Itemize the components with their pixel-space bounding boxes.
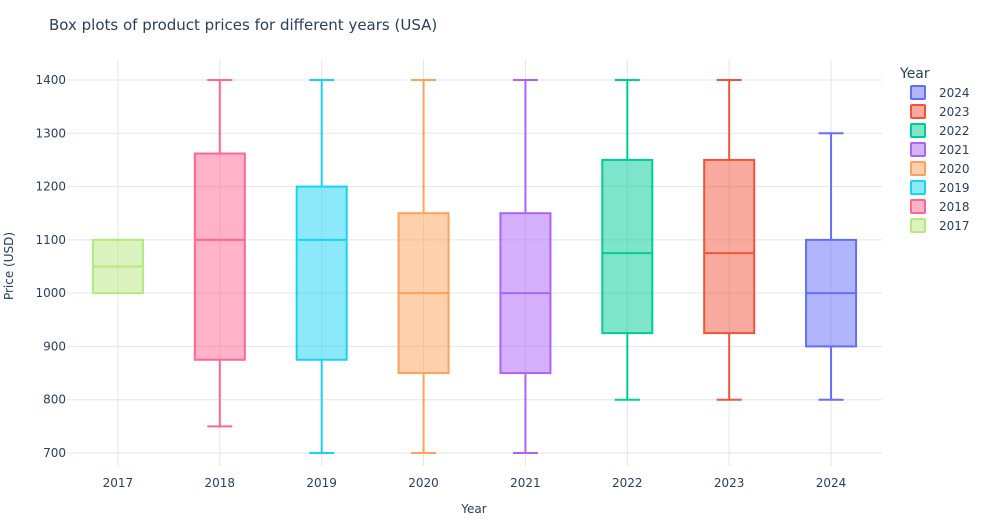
legend-label: 2023 xyxy=(939,105,970,119)
y-tick-label: 700 xyxy=(43,446,66,460)
chart-title: Box plots of product prices for differen… xyxy=(49,16,437,34)
x-tick-label: 2024 xyxy=(816,476,847,490)
x-tick-label: 2022 xyxy=(612,476,643,490)
x-tick-label: 2021 xyxy=(510,476,541,490)
legend-label: 2017 xyxy=(939,219,970,233)
y-tick-label: 1200 xyxy=(35,180,66,194)
legend-item-2024[interactable]: 2024 xyxy=(910,85,970,100)
y-tick-label: 1100 xyxy=(35,233,66,247)
legend-label: 2022 xyxy=(939,124,970,138)
box-2022[interactable] xyxy=(601,79,654,401)
box-iqr xyxy=(703,158,756,335)
x-axis-ticks: 2017 2018 2019 2020 2021 2022 2023 2024 xyxy=(103,476,847,490)
grid-lines xyxy=(67,60,882,466)
box-2018[interactable] xyxy=(193,79,246,428)
x-tick-label: 2023 xyxy=(714,476,745,490)
legend-label: 2020 xyxy=(939,162,970,176)
legend-swatch xyxy=(910,199,926,214)
legend[interactable]: Year 2024 2023 2022 2021 2020 2019 2018 2017 xyxy=(899,66,970,233)
legend-swatch xyxy=(910,142,926,157)
legend-item-2020[interactable]: 2020 xyxy=(910,161,970,176)
y-tick-label: 1000 xyxy=(35,286,66,300)
box-2020[interactable] xyxy=(397,79,450,454)
box-iqr xyxy=(295,185,348,361)
y-tick-label: 1400 xyxy=(35,73,66,87)
x-tick-label: 2020 xyxy=(408,476,439,490)
legend-item-2021[interactable]: 2021 xyxy=(910,142,970,157)
box-iqr xyxy=(601,158,654,335)
x-tick-label: 2018 xyxy=(205,476,236,490)
box-iqr xyxy=(193,152,246,361)
legend-swatch xyxy=(910,123,926,138)
box-2019[interactable] xyxy=(295,79,348,454)
x-axis-title: Year xyxy=(460,502,486,516)
x-tick-label: 2017 xyxy=(103,476,134,490)
y-tick-label: 1300 xyxy=(35,126,66,140)
legend-item-2018[interactable]: 2018 xyxy=(910,199,970,214)
box-2024[interactable] xyxy=(805,132,858,401)
y-tick-label: 800 xyxy=(43,393,66,407)
box-2017[interactable] xyxy=(91,238,144,295)
legend-swatch xyxy=(910,85,926,100)
legend-label: 2018 xyxy=(939,200,970,214)
box-2023[interactable] xyxy=(703,79,756,401)
legend-label: 2024 xyxy=(939,86,970,100)
legend-item-2023[interactable]: 2023 xyxy=(910,104,970,119)
box-series xyxy=(91,79,858,454)
legend-label: 2019 xyxy=(939,181,970,195)
legend-item-2022[interactable]: 2022 xyxy=(910,123,970,138)
y-tick-label: 900 xyxy=(43,339,66,353)
box-2021[interactable] xyxy=(499,79,552,454)
legend-item-2019[interactable]: 2019 xyxy=(910,180,970,195)
legend-swatch xyxy=(910,104,926,119)
legend-swatch xyxy=(910,218,926,233)
x-tick-label: 2019 xyxy=(306,476,337,490)
y-axis-ticks: 700 800 900 1000 1100 1200 1300 1400 xyxy=(35,73,66,460)
legend-label: 2021 xyxy=(939,143,970,157)
legend-item-2017[interactable]: 2017 xyxy=(910,218,970,233)
y-axis-title: Price (USD) xyxy=(2,232,16,300)
legend-swatch xyxy=(910,180,926,195)
legend-title: Year xyxy=(899,66,930,82)
legend-swatch xyxy=(910,161,926,176)
